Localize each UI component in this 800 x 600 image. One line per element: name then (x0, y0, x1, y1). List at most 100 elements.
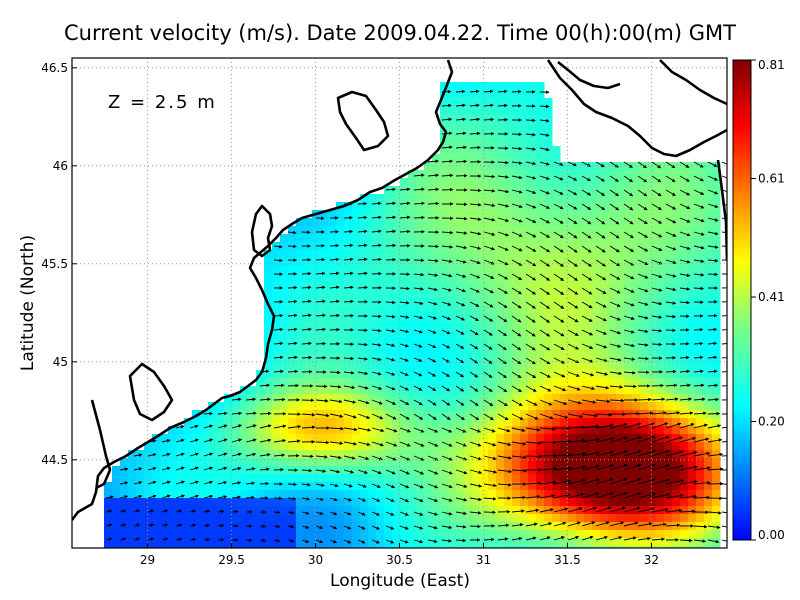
velocity-arrow (301, 482, 311, 487)
velocity-cell (352, 378, 361, 387)
velocity-arrow (651, 328, 663, 333)
velocity-arrow (273, 397, 286, 402)
velocity-arrow (511, 315, 522, 323)
velocity-cell (584, 178, 593, 187)
velocity-cell (552, 482, 561, 491)
velocity-arrow (161, 439, 171, 443)
velocity-cell (528, 514, 537, 523)
velocity-arrow (595, 423, 614, 429)
velocity-cell (464, 290, 473, 299)
velocity-cell (536, 386, 545, 395)
velocity-cell (704, 482, 713, 491)
velocity-cell (608, 378, 617, 387)
velocity-cell (248, 514, 257, 523)
velocity-cell (288, 538, 297, 547)
velocity-arrow (581, 437, 601, 443)
velocity-cell (648, 378, 657, 387)
velocity-arrow (343, 511, 352, 516)
velocity-cell (152, 442, 161, 451)
velocity-cell (328, 306, 337, 315)
velocity-cell (240, 418, 249, 427)
velocity-arrow (427, 539, 438, 544)
velocity-cell (488, 98, 497, 107)
velocity-arrow (413, 539, 424, 544)
velocity-cell (496, 474, 505, 483)
velocity-cell (648, 418, 657, 427)
velocity-arrow (161, 480, 171, 485)
velocity-cell (344, 314, 353, 323)
velocity-cell (280, 514, 289, 523)
velocity-cell (272, 370, 281, 379)
velocity-cell (512, 306, 521, 315)
velocity-cell (400, 250, 409, 259)
velocity-arrow (525, 385, 537, 392)
velocity-cell (256, 498, 265, 507)
velocity-cell (520, 210, 529, 219)
velocity-cell (624, 546, 633, 548)
velocity-cell (352, 450, 361, 459)
velocity-cell (408, 386, 417, 395)
velocity-cell (488, 146, 497, 155)
velocity-cell (352, 426, 361, 435)
velocity-cell (376, 218, 385, 227)
velocity-cell (536, 546, 545, 548)
velocity-cell (448, 378, 457, 387)
velocity-cell (552, 346, 561, 355)
velocity-arrow (203, 424, 214, 429)
velocity-arrow (231, 411, 243, 416)
velocity-cell (376, 378, 385, 387)
velocity-arrow (483, 287, 494, 294)
velocity-cell (472, 194, 481, 203)
velocity-arrow (371, 229, 382, 234)
velocity-cell (536, 250, 545, 259)
velocity-cell (648, 330, 657, 339)
velocity-arrow (343, 371, 355, 375)
velocity-cell (560, 434, 569, 443)
velocity-cell (672, 378, 681, 387)
velocity-cell (696, 370, 705, 379)
velocity-cell (176, 426, 185, 435)
velocity-cell (672, 234, 681, 243)
velocity-cell (480, 514, 489, 523)
velocity-cell (640, 346, 649, 355)
velocity-cell (640, 434, 649, 443)
velocity-cell (592, 458, 601, 467)
velocity-cell (368, 506, 377, 515)
velocity-cell (504, 490, 513, 499)
velocity-arrow (133, 481, 143, 485)
velocity-cell (488, 442, 497, 451)
velocity-cell (312, 322, 321, 331)
velocity-cell (464, 154, 473, 163)
velocity-cell (392, 250, 401, 259)
velocity-cell (696, 226, 705, 235)
velocity-cell (680, 458, 689, 467)
velocity-cell (336, 362, 345, 371)
velocity-cell (528, 242, 537, 251)
velocity-cell (480, 450, 489, 459)
velocity-arrow (469, 245, 482, 250)
velocity-cell (672, 322, 681, 331)
velocity-arrow (455, 231, 468, 235)
velocity-cell (280, 450, 289, 459)
velocity-cell (712, 522, 721, 531)
velocity-cell (320, 538, 329, 547)
velocity-arrow (441, 259, 453, 264)
velocity-cell (416, 338, 425, 347)
velocity-arrow (301, 313, 312, 318)
velocity-cell (632, 514, 641, 523)
velocity-cell (624, 498, 633, 507)
velocity-arrow (203, 466, 214, 471)
velocity-arrow (581, 329, 593, 336)
velocity-arrow (679, 203, 691, 210)
velocity-arrow (595, 175, 605, 182)
velocity-arrow (707, 217, 719, 222)
velocity-cell (400, 394, 409, 403)
velocity-cell (320, 274, 329, 283)
velocity-cell (520, 154, 529, 163)
velocity-cell (472, 506, 481, 515)
velocity-cell (272, 386, 281, 395)
velocity-cell (320, 282, 329, 291)
velocity-cell (304, 338, 313, 347)
velocity-arrow (553, 315, 565, 323)
velocity-arrow (637, 536, 651, 541)
